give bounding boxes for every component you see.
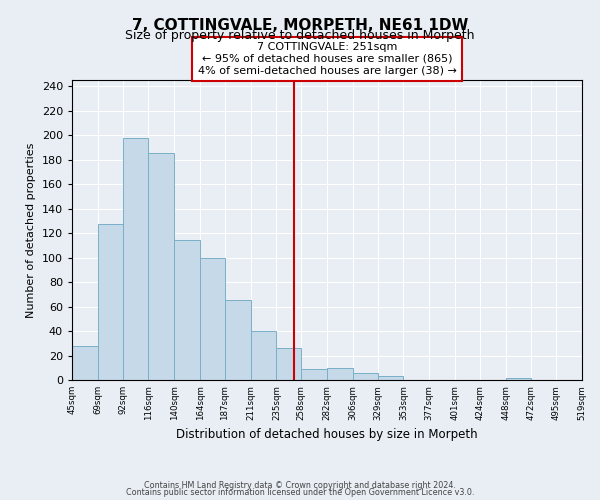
Bar <box>327 368 353 380</box>
Bar <box>353 372 377 380</box>
Bar <box>251 331 277 380</box>
Bar <box>98 224 122 380</box>
Bar <box>377 376 403 380</box>
X-axis label: Distribution of detached houses by size in Morpeth: Distribution of detached houses by size … <box>176 428 478 441</box>
Text: 7, COTTINGVALE, MORPETH, NE61 1DW: 7, COTTINGVALE, MORPETH, NE61 1DW <box>132 18 468 32</box>
Bar <box>72 346 98 380</box>
Bar <box>148 154 174 380</box>
Bar <box>200 258 225 380</box>
Text: Contains public sector information licensed under the Open Government Licence v3: Contains public sector information licen… <box>126 488 474 497</box>
Bar <box>122 138 148 380</box>
Bar <box>301 369 327 380</box>
Text: Size of property relative to detached houses in Morpeth: Size of property relative to detached ho… <box>125 29 475 42</box>
Bar <box>174 240 200 380</box>
Text: Contains HM Land Registry data © Crown copyright and database right 2024.: Contains HM Land Registry data © Crown c… <box>144 480 456 490</box>
Bar <box>506 378 532 380</box>
Bar <box>277 348 301 380</box>
Bar <box>225 300 251 380</box>
Text: 7 COTTINGVALE: 251sqm
← 95% of detached houses are smaller (865)
4% of semi-deta: 7 COTTINGVALE: 251sqm ← 95% of detached … <box>197 42 457 76</box>
Y-axis label: Number of detached properties: Number of detached properties <box>26 142 36 318</box>
